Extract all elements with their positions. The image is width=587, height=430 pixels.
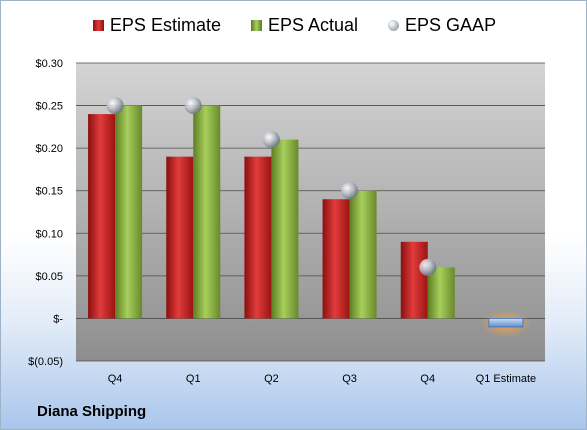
gaap-swatch-icon bbox=[388, 20, 400, 31]
y-tick-label: $(0.05) bbox=[28, 356, 63, 368]
bar-eps-actual bbox=[349, 190, 377, 319]
bar-eps-actual bbox=[271, 139, 299, 319]
marker-eps-gaap bbox=[184, 97, 202, 115]
bar-eps-estimate bbox=[88, 114, 116, 319]
y-tick-label: $- bbox=[53, 313, 63, 325]
x-tick-label: Q1 Estimate bbox=[476, 373, 537, 385]
legend-label-gaap: EPS GAAP bbox=[405, 15, 497, 35]
marker-eps-gaap bbox=[341, 182, 359, 200]
bar-eps-estimate bbox=[400, 241, 428, 319]
bar-eps-estimate bbox=[322, 199, 350, 319]
x-tick-label: Q3 bbox=[342, 373, 357, 385]
bar-eps-actual bbox=[115, 105, 143, 319]
bar-eps-estimate bbox=[244, 156, 272, 319]
legend-label-estimate: EPS Estimate bbox=[109, 15, 221, 35]
legend-label-actual: EPS Actual bbox=[267, 15, 359, 35]
y-tick-label: $0.25 bbox=[35, 101, 63, 113]
y-tick-label: $0.10 bbox=[35, 228, 63, 240]
plot-area bbox=[76, 63, 545, 361]
bar-eps-estimate bbox=[166, 156, 194, 319]
x-tick-label: Q4 bbox=[108, 373, 123, 385]
bar-eps-actual bbox=[193, 105, 221, 319]
chart-legend: EPS Estimate EPS Actual EPS GAAP bbox=[1, 15, 586, 36]
marker-eps-gaap bbox=[106, 97, 124, 115]
actual-swatch-icon bbox=[250, 20, 262, 31]
y-tick-label: $0.15 bbox=[35, 186, 63, 198]
x-tick-label: Q4 bbox=[420, 373, 435, 385]
y-tick-label: $0.20 bbox=[35, 143, 63, 155]
x-tick-label: Q2 bbox=[264, 373, 279, 385]
legend-item-actual: EPS Actual bbox=[250, 15, 359, 36]
x-tick-label: Q1 bbox=[186, 373, 201, 385]
marker-eps-gaap bbox=[262, 131, 280, 149]
bar-eps-actual bbox=[427, 267, 455, 319]
marker-eps-gaap bbox=[419, 258, 437, 276]
legend-item-gaap: EPS GAAP bbox=[388, 15, 496, 36]
company-name: Diana Shipping bbox=[37, 403, 147, 420]
bar-eps-estimate bbox=[488, 318, 524, 328]
legend-item-estimate: EPS Estimate bbox=[92, 15, 221, 36]
y-tick-label: $0.30 bbox=[35, 58, 63, 70]
y-tick-label: $0.05 bbox=[35, 271, 63, 283]
estimate-swatch-icon bbox=[92, 20, 104, 31]
